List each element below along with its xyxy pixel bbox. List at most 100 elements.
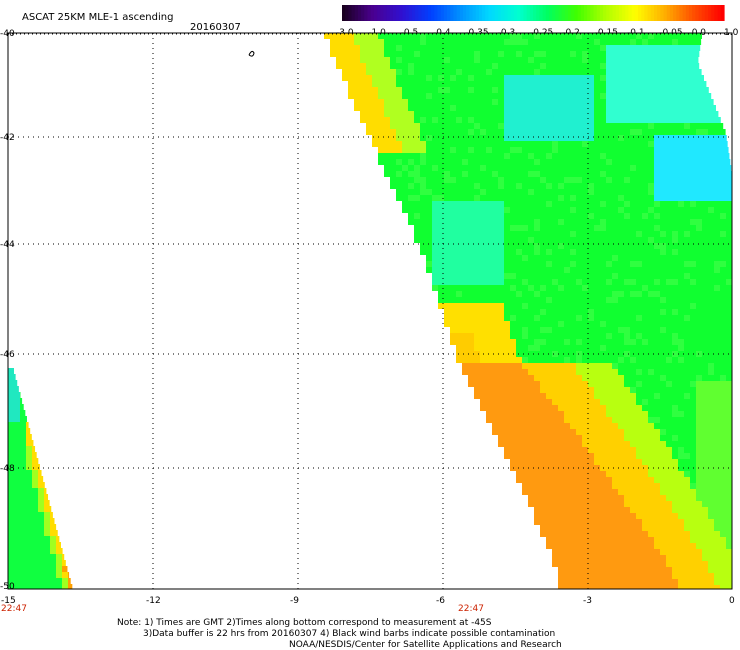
swath-cell: [654, 33, 660, 39]
swath-cell: [540, 507, 546, 513]
swath-cell: [576, 489, 582, 495]
colorbar-cell: [399, 5, 404, 21]
swath-cell: [612, 375, 618, 381]
colorbar-cell: [456, 5, 461, 21]
swath-cell: [468, 183, 474, 189]
swath-cell: [582, 411, 588, 417]
swath-cell: [624, 327, 630, 333]
swath-cell: [618, 291, 624, 297]
swath-cell: [636, 75, 642, 81]
swath-cell: [612, 387, 618, 393]
swath-cell: [618, 39, 624, 45]
colorbar-cell: [714, 5, 719, 21]
swath-cell: [540, 297, 546, 303]
swath-cell: [390, 111, 396, 117]
swath-cell: [576, 249, 582, 255]
swath-cell: [474, 243, 480, 249]
swath-cell: [660, 519, 666, 525]
swath-cell: [528, 333, 534, 339]
swath-cell: [624, 45, 630, 51]
swath-cell: [660, 135, 666, 141]
swath-cell: [474, 147, 480, 153]
swath-cell: [570, 501, 576, 507]
swath-cell: [450, 327, 456, 333]
swath-cell: [516, 375, 522, 381]
swath-cell: [600, 537, 606, 543]
swath-cell: [726, 507, 732, 513]
swath-cell: [384, 69, 390, 75]
swath-cell: [618, 45, 624, 51]
swath-cell: [8, 572, 14, 578]
swath-cell: [594, 477, 600, 483]
swath-cell: [510, 81, 516, 87]
swath-cell: [570, 279, 576, 285]
swath-cell: [456, 357, 462, 363]
swath-cell: [420, 201, 426, 207]
swath-cell: [594, 57, 600, 63]
swath-cell: [552, 57, 558, 63]
swath-cell: [726, 441, 732, 447]
swath-cell: [582, 537, 588, 543]
swath-cell: [606, 471, 612, 477]
swath-cell: [672, 585, 678, 589]
swath-cell: [708, 393, 714, 399]
wind-swath: [8, 33, 732, 589]
swath-cell: [522, 375, 528, 381]
swath-cell: [546, 303, 552, 309]
swath-cell: [444, 237, 450, 243]
swath-cell: [498, 159, 504, 165]
swath-cell: [684, 315, 690, 321]
swath-cell: [660, 153, 666, 159]
swath-cell: [372, 39, 378, 45]
swath-cell: [558, 207, 564, 213]
swath-cell: [618, 129, 624, 135]
swath-cell: [678, 369, 684, 375]
swath-cell: [588, 339, 594, 345]
swath-cell: [678, 471, 684, 477]
swath-cell: [684, 561, 690, 567]
swath-cell: [408, 147, 414, 153]
swath-cell: [510, 207, 516, 213]
swath-cell: [588, 87, 594, 93]
swath-cell: [546, 525, 552, 531]
swath-cell: [660, 201, 666, 207]
swath-cell: [624, 525, 630, 531]
swath-cell: [390, 51, 396, 57]
swath-cell: [654, 135, 660, 141]
swath-cell: [450, 285, 456, 291]
swath-cell: [678, 267, 684, 273]
swath-cell: [456, 327, 462, 333]
swath-cell: [642, 267, 648, 273]
swath-cell: [492, 387, 498, 393]
swath-cell: [540, 279, 546, 285]
swath-cell: [474, 123, 480, 129]
swath-cell: [666, 309, 672, 315]
swath-cell: [552, 315, 558, 321]
swath-cell: [468, 117, 474, 123]
swath-cell: [600, 555, 606, 561]
swath-cell: [444, 33, 450, 39]
swath-cell: [594, 123, 600, 129]
swath-cell: [528, 375, 534, 381]
swath-cell: [378, 159, 384, 165]
swath-cell: [32, 560, 38, 566]
swath-cell: [576, 303, 582, 309]
swath-cell: [696, 567, 702, 573]
swath-cell: [510, 291, 516, 297]
swath-cell: [576, 87, 582, 93]
swath-cell: [726, 393, 732, 399]
swath-cell: [678, 561, 684, 567]
swath-cell: [468, 339, 474, 345]
swath-cell: [522, 441, 528, 447]
swath-cell: [438, 129, 444, 135]
swath-cell: [672, 369, 678, 375]
swath-cell: [714, 129, 720, 135]
swath-cell: [462, 33, 468, 39]
swath-cell: [432, 243, 438, 249]
swath-cell: [690, 417, 696, 423]
swath-cell: [420, 171, 426, 177]
swath-cell: [624, 435, 630, 441]
swath-cell: [546, 45, 552, 51]
swath-cell: [504, 441, 510, 447]
swath-cell: [546, 537, 552, 543]
